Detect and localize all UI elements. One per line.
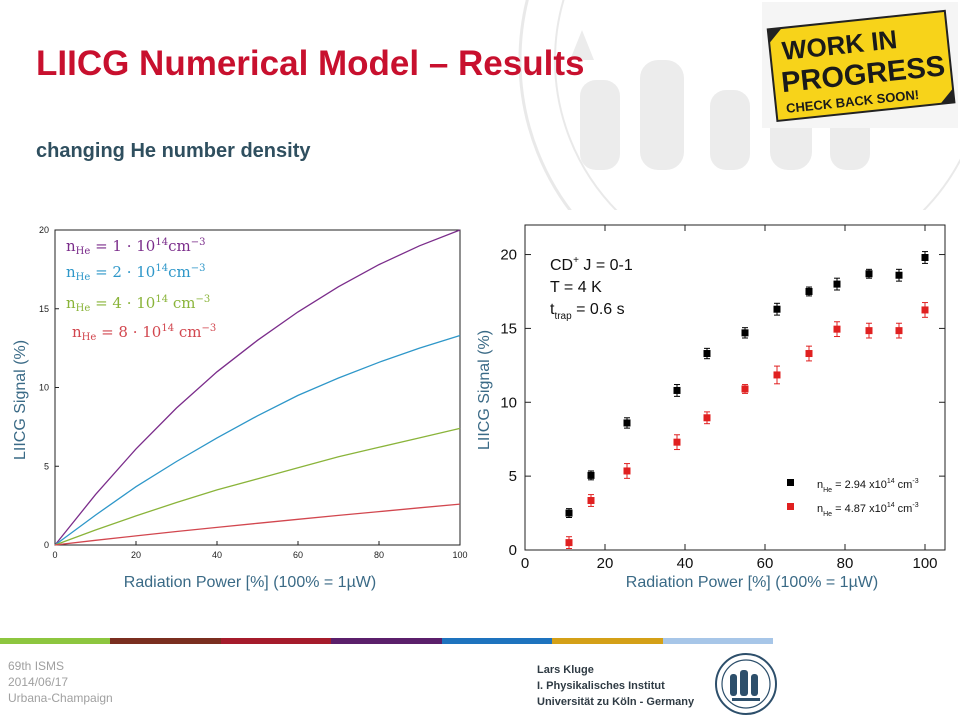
left-x-tick-label: 100 [452,550,467,560]
left-y-tick-label: 20 [39,225,49,235]
right-data-point-1 [623,419,631,427]
left-x-tick-label: 40 [212,550,222,560]
left-legend-entry-3: nHe = 4 · 1014 cm−3 [66,294,210,314]
left-series-line-2 [54,334,461,546]
right-y-tick-label: 20 [500,247,517,264]
author-institute: I. Physikalisches Institut [537,680,665,692]
right-data-point-1 [921,254,929,261]
slide-title: LIICG Numerical Model – Results [36,44,585,83]
left-legend-entry-4: nHe = 8 · 1014 cm−3 [72,323,216,343]
right-data-point-2 [673,438,681,446]
right-y-tick-label: 5 [509,468,517,485]
right-data-point-2 [587,497,595,505]
right-data-point-2 [865,327,873,335]
left-series-line-4 [54,503,461,546]
footer-color-segment [441,638,553,644]
work-in-progress-badge: WORK IN PROGRESS CHECK BACK SOON! [762,2,958,128]
measurement-scatter-chart: 0 20 40 60 80 100 0 5 10 15 20 CD+ J = 0-1 T = 4 K… [470,210,960,605]
left-x-axis-title: Radiation Power [%] (100% = 1µW) [124,574,376,591]
annotation-line1: CD+ J = 0-1 [550,255,633,274]
right-data-point-1 [865,270,873,278]
conference-location: Urbana-Champaign [8,691,113,705]
footer-color-segment [0,638,111,644]
left-x-tick-label: 60 [293,550,303,560]
conference-date: 2014/06/17 [8,675,69,689]
left-x-tick-label: 20 [131,550,141,560]
left-y-tick-label: 10 [39,383,49,393]
right-data-point-2 [805,350,813,358]
left-y-axis-title: LIICG Signal (%) [12,340,29,460]
right-x-tick-label: 0 [521,555,529,572]
right-legend-label-2: nHe = 4.87 x1014 cm-3 [817,502,919,518]
right-legend-label-1: nHe = 2.94 x1014 cm-3 [817,478,919,494]
right-data-point-1 [741,329,749,337]
author-name: Lars Kluge [537,664,594,676]
right-data-point-2 [623,467,631,475]
left-y-tick-label: 5 [44,461,49,471]
right-x-tick-label: 60 [757,555,774,572]
right-data-point-1 [703,350,711,358]
right-data-point-1 [805,287,813,295]
right-plot-frame [524,224,946,551]
left-series-line-1 [54,229,461,546]
left-legend-entry-1: nHe = 1 · 1014cm−3 [66,237,205,257]
right-data-point-2 [703,414,711,422]
right-data-point-2 [741,385,749,393]
left-x-tick-label: 0 [52,550,57,560]
right-x-tick-label: 20 [597,555,614,572]
conference-info: 69th ISMS 2014/06/17 Urbana-Champaign [8,658,113,706]
author-info: Lars Kluge I. Physikalisches Institut Un… [537,662,694,710]
footer-color-bar [0,638,773,644]
right-data-point-1 [587,471,595,479]
right-data-point-2 [921,306,929,314]
slide-subtitle: changing He number density [36,140,311,162]
right-data-point-1 [895,271,903,279]
footer-color-segment [552,638,663,644]
right-y-tick-label: 15 [500,320,517,337]
footer-color-segment [110,638,221,644]
right-y-tick-label: 0 [509,542,517,559]
footer-color-segment [662,638,773,644]
right-y-tick-label: 10 [500,394,517,411]
right-x-tick-label: 80 [837,555,854,572]
university-seal-logo [715,653,777,715]
right-legend-marker-1 [787,479,794,486]
footer-color-segment [220,638,332,644]
right-data-point-1 [833,280,841,288]
left-y-tick-label: 15 [39,304,49,314]
left-series-line-3 [54,427,461,546]
annotation-line2: T = 4 K [550,279,602,296]
right-data-point-2 [773,371,781,379]
right-x-tick-label: 100 [912,555,937,572]
right-data-point-1 [673,386,681,394]
right-data-point-1 [565,509,573,517]
footer-color-segment [331,638,442,644]
left-legend-entry-2: nHe = 2 · 1014cm−3 [66,263,205,283]
conference-name: 69th ISMS [8,659,65,673]
left-y-tick-label: 0 [44,540,49,550]
annotation-line3: ttrap = 0.6 s [550,301,625,322]
right-x-tick-label: 40 [677,555,694,572]
right-legend-marker-2 [787,503,794,510]
author-university: Universität zu Köln - Germany [537,696,695,708]
right-data-point-2 [895,327,903,335]
right-data-point-2 [833,325,841,333]
right-x-axis-title: Radiation Power [%] (100% = 1µW) [626,574,878,591]
right-y-axis-title: LIICG Signal (%) [476,330,493,450]
left-x-tick-label: 80 [374,550,384,560]
right-data-point-2 [565,539,573,547]
right-data-point-1 [773,305,781,313]
model-line-chart: 0 20 40 60 80 100 0 5 10 15 20 nHe = 1 · 1014cm−3 n… [0,200,470,605]
annotation-block: CD+ J = 0-1 T = 4 K ttrap = 0.6 s [550,255,633,322]
